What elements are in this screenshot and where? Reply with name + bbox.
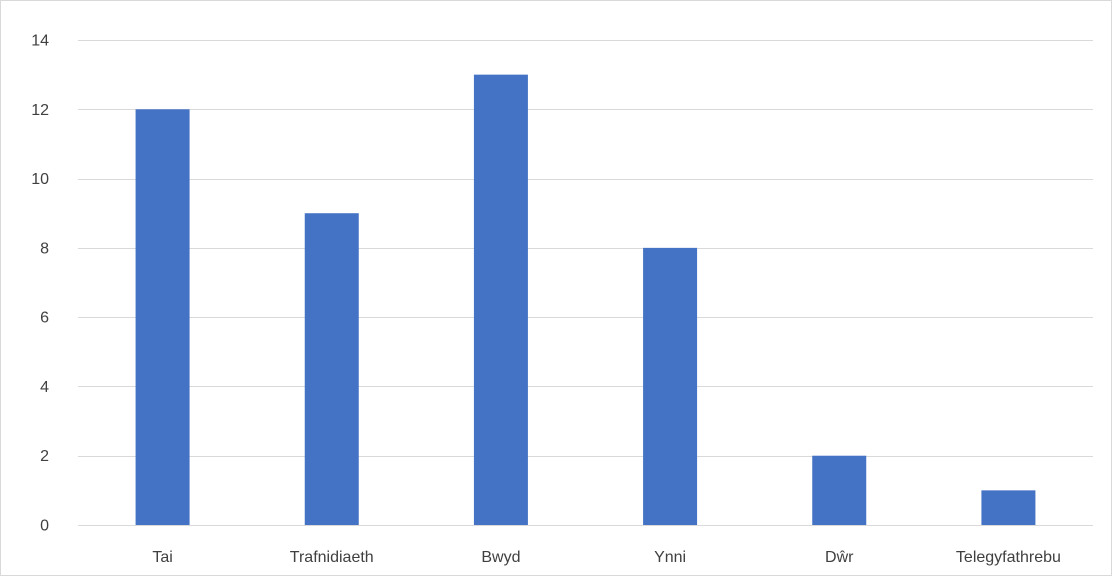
x-tick-label: Bwyd: [481, 549, 520, 566]
x-tick-label: Telegyfathrebu: [956, 549, 1061, 566]
y-tick-label: 2: [40, 448, 49, 465]
bars: [135, 74, 1036, 526]
y-tick-label: 0: [40, 518, 49, 535]
y-tick-label: 4: [40, 379, 49, 396]
x-tick-label: Dŵr: [825, 549, 854, 566]
bar-ynni: [643, 247, 698, 525]
y-tick-label: 6: [40, 310, 49, 327]
y-axis-tick-labels: 0 2 4 6 8 10 12 14: [31, 33, 49, 535]
bar-trafnidiaeth: [304, 213, 359, 525]
x-tick-label: Trafnidiaeth: [290, 549, 374, 566]
y-tick-label: 14: [31, 33, 49, 50]
y-tick-label: 8: [40, 240, 49, 257]
x-tick-label: Ynni: [654, 549, 686, 566]
gridlines: [78, 40, 1093, 526]
x-tick-label: Tai: [152, 549, 172, 566]
bar-telegyfathrebu: [981, 490, 1036, 525]
bar-dŵr: [812, 455, 867, 525]
y-tick-label: 12: [31, 102, 49, 119]
bar-tai: [135, 109, 190, 526]
x-axis-tick-labels: Tai Trafnidiaeth Bwyd Ynni Dŵr Telegyfathrebu: [152, 549, 1061, 566]
y-tick-label: 10: [31, 171, 49, 188]
bar-bwyd: [473, 74, 528, 526]
